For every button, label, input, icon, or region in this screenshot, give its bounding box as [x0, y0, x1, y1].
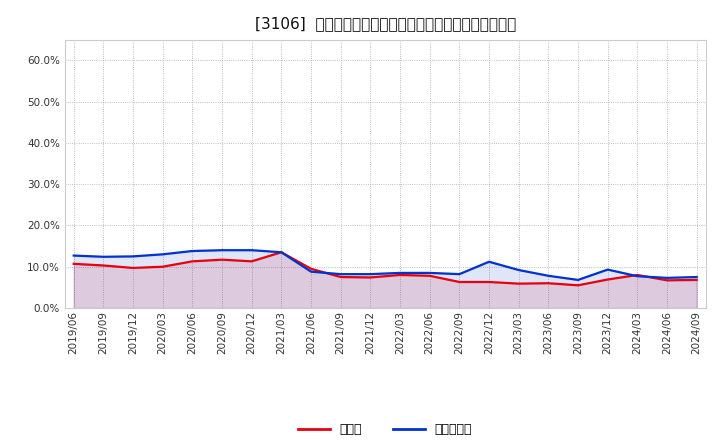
- Legend: 現預金, 有利子負債: 現預金, 有利子負債: [293, 418, 477, 440]
- Title: [3106]  現預金、有利子負債の総資産に対する比率の推移: [3106] 現預金、有利子負債の総資産に対する比率の推移: [255, 16, 516, 32]
